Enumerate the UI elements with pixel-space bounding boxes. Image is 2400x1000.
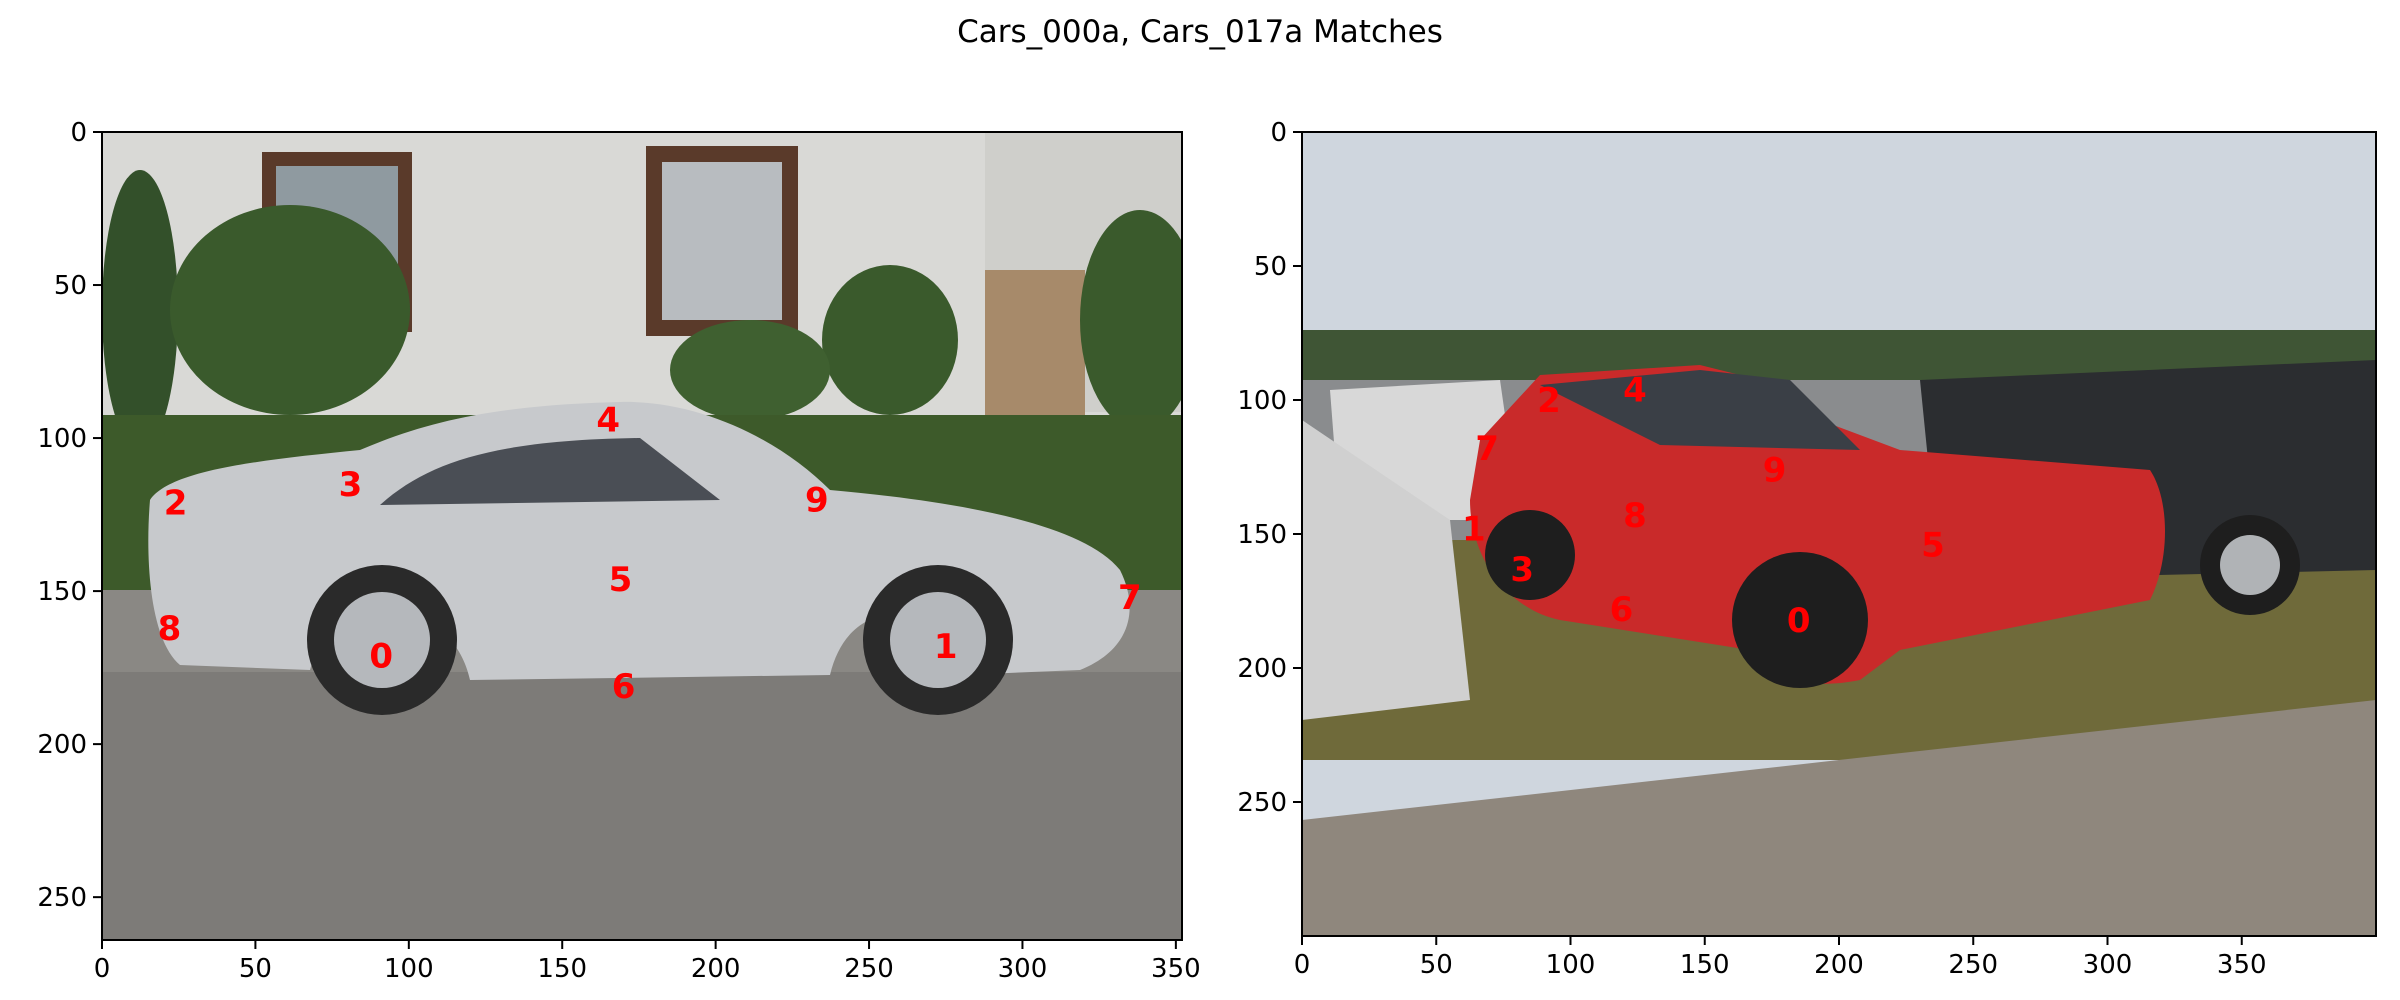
cars-000a-keypoint-4: 4 [596,401,620,441]
axes-cars-017a: 0 50 100 150 200 250 300 350 0 50 100 150 200 250 0 1 2 3… [1237,118,2377,980]
cars-000a-xtick-label-350: 350 [1151,954,1201,984]
cars-000a-keypoint-8: 8 [158,609,182,649]
cars-017a-xtick-label-50: 50 [1420,950,1453,980]
cars-017a-keypoint-9: 9 [1763,451,1787,491]
cars-017a-keypoint-4: 4 [1623,370,1647,410]
cars-017a-xtick-label-250: 250 [1948,950,1998,980]
cars-000a-ytick-label-0: 0 [70,118,87,148]
cars-017a-xtick-label-100: 100 [1546,950,1596,980]
cars-017a-ytick-label-0: 0 [1270,118,1287,148]
cars-017a-xtick-label-300: 300 [2083,950,2133,980]
cars-000a-xtick-label-50: 50 [239,954,272,984]
cars-017a-keypoint-1: 1 [1462,510,1486,550]
cars-000a-axes-frame [101,131,1183,941]
axes-cars-000a: 0 50 100 150 200 250 300 350 0 50 100 150 200 250 0 1 2 3… [37,118,1200,984]
cars-017a-ytick-label-100: 100 [1237,386,1287,416]
cars-000a-keypoint-3: 3 [339,465,363,505]
cars-000a-keypoint-5: 5 [609,560,633,600]
cars-000a-xtick-label-200: 200 [691,954,741,984]
cars-000a-keypoint-1: 1 [934,627,958,667]
cars-000a-xtick-label-100: 100 [384,954,434,984]
cars-017a-xtick-label-150: 150 [1680,950,1730,980]
cars-017a-ytick-label-50: 50 [1254,252,1287,282]
cars-017a-ytick-label-150: 150 [1237,520,1287,550]
cars-000a-keypoint-9: 9 [805,480,829,520]
cars-000a-ytick-label-50: 50 [54,271,87,301]
cars-000a-xtick-label-250: 250 [844,954,894,984]
cars-017a-photo [1302,132,2376,936]
figure-title: Cars_000a, Cars_017a Matches [957,14,1443,50]
cars-000a-keypoint-2: 2 [164,483,188,523]
cars-017a-xtick-label-350: 350 [2217,950,2267,980]
cars-017a-ytick-label-200: 200 [1237,654,1287,684]
cars-017a-ytick-label-250: 250 [1237,788,1287,818]
cars-017a-keypoint-2: 2 [1537,381,1561,421]
cars-000a-photo [102,132,1182,940]
cars-017a-keypoint-5: 5 [1921,526,1945,566]
cars-000a-keypoint-0: 0 [369,636,393,676]
cars-000a-xtick-label-300: 300 [998,954,1048,984]
cars-000a-xtick-label-0: 0 [94,954,111,984]
cars-000a-keypoint-7: 7 [1118,578,1142,618]
cars-017a-keypoint-8: 8 [1623,496,1647,536]
cars-017a-xtick-label-200: 200 [1814,950,1864,980]
cars-017a-keypoint-6: 6 [1610,590,1634,630]
cars-000a-ytick-label-250: 250 [37,883,87,913]
cars-017a-xtick-label-0: 0 [1294,950,1311,980]
cars-017a-keypoint-7: 7 [1475,429,1499,469]
cars-000a-ytick-label-100: 100 [37,424,87,454]
cars-000a-xtick-label-150: 150 [537,954,587,984]
cars-017a-keypoint-3: 3 [1510,550,1534,590]
cars-017a-keypoint-0: 0 [1787,601,1811,641]
cars-000a-ytick-label-200: 200 [37,730,87,760]
cars-000a-keypoint-6: 6 [612,667,636,707]
cars-000a-ytick-label-150: 150 [37,577,87,607]
